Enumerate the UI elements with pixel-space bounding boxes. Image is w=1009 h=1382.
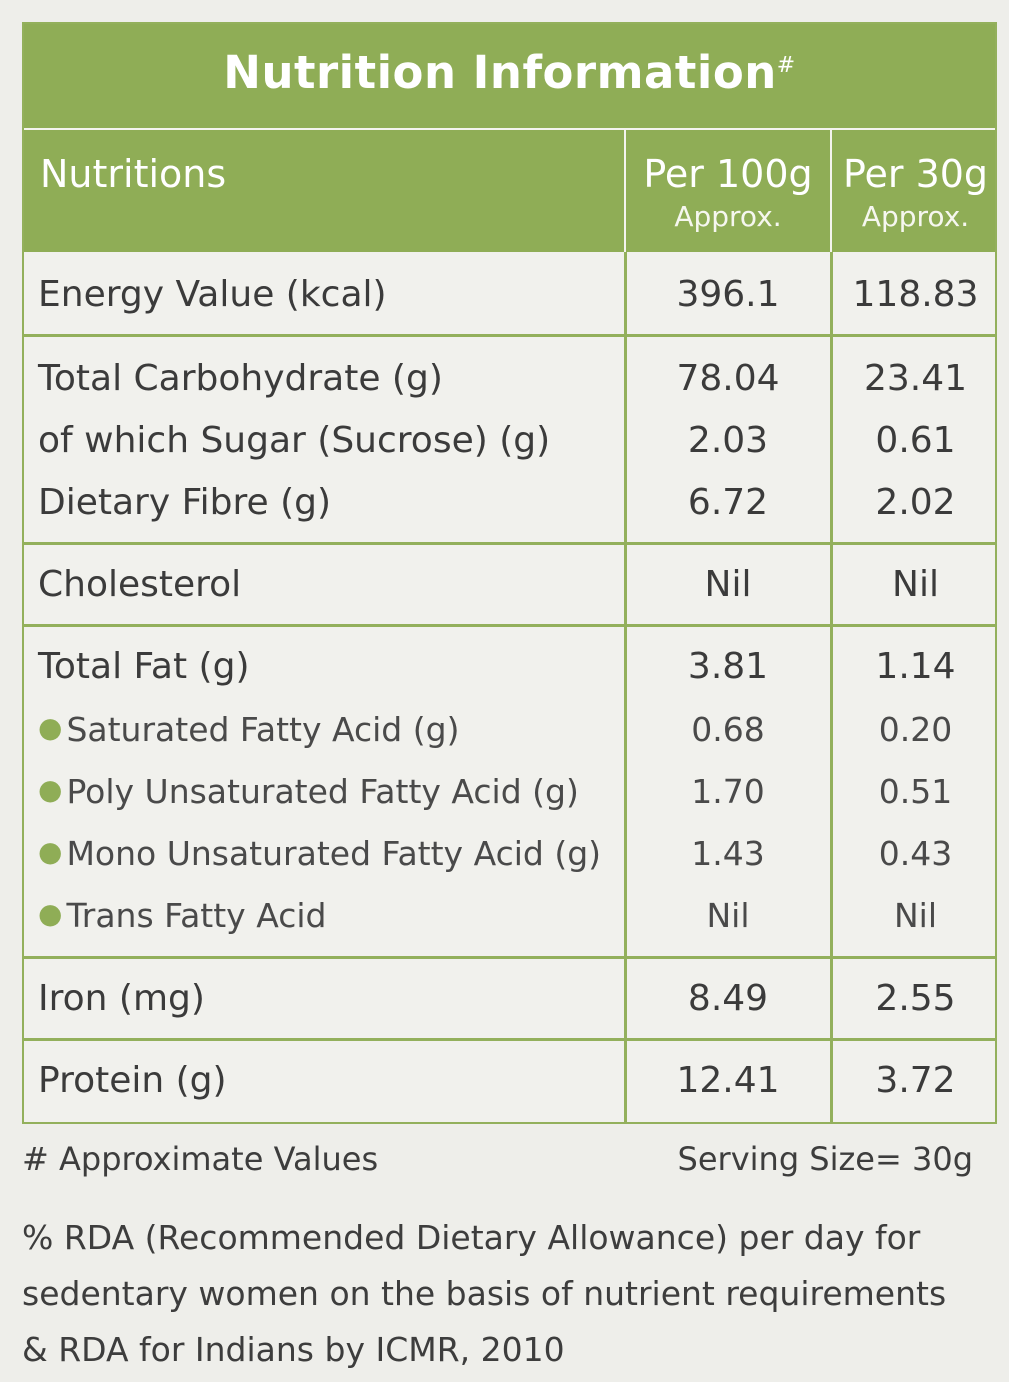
value-trans-fat-per-100g: Nil	[706, 896, 750, 935]
value-mono-unsaturated-per-100g: 1.43	[691, 834, 765, 873]
value-protein-per-30g: 3.72	[875, 1060, 956, 1101]
row-label-energy: Energy Value (kcal)	[38, 274, 387, 315]
bullet-icon: ●	[38, 773, 63, 806]
row-divider	[24, 334, 995, 337]
column-header-row: Nutritions Per 100g Approx. Per 30g Appr…	[24, 130, 995, 252]
column-divider	[830, 252, 833, 1122]
row-label-protein: Protein (g)	[38, 1060, 227, 1101]
value-saturated-per-30g: 0.20	[878, 710, 953, 749]
row-label-total-fat: Total Fat (g)	[38, 646, 250, 687]
serving-size: Serving Size= 30g	[677, 1140, 973, 1178]
title-mark: #	[776, 53, 796, 78]
bullet-icon: ●	[38, 897, 63, 930]
value-carbohydrate-per-30g: 23.41	[863, 358, 968, 399]
value-energy-per-30g: 118.83	[852, 274, 979, 315]
value-cholesterol-per-30g: Nil	[892, 564, 939, 605]
column-divider	[830, 130, 832, 252]
row-label-fibre: Dietary Fibre (g)	[38, 482, 332, 523]
value-protein-per-100g: 12.41	[676, 1060, 780, 1101]
value-iron-per-100g: 8.49	[687, 978, 769, 1019]
value-sugar-per-100g: 2.03	[687, 420, 769, 461]
row-label-cholesterol: Cholesterol	[38, 564, 242, 605]
value-trans-fat-per-30g: Nil	[893, 896, 938, 935]
rda-note: % RDA (Recommended Dietary Allowance) pe…	[22, 1218, 947, 1369]
bullet-icon: ●	[38, 711, 63, 744]
column-header-per-100g: Per 100g	[643, 152, 813, 196]
value-cholesterol-per-100g: Nil	[704, 564, 752, 605]
column-header-per-30g: Per 30g	[842, 152, 989, 196]
value-energy-per-100g: 396.1	[676, 274, 780, 315]
table-title: Nutrition Information#	[223, 46, 796, 99]
value-mono-unsaturated-per-30g: 0.43	[878, 834, 953, 873]
value-total-fat-per-100g: 3.81	[687, 646, 769, 687]
value-sugar-per-30g: 0.61	[875, 420, 956, 461]
bullet-icon: ●	[38, 835, 63, 868]
row-label-trans-fat: ● Trans Fatty Acid	[38, 896, 327, 935]
row-label-saturated: ● Saturated Fatty Acid (g)	[38, 710, 460, 749]
table-header: Nutrition Information#	[24, 24, 995, 130]
column-divider	[624, 130, 626, 252]
column-subheader-per-30g: Approx.	[861, 200, 970, 233]
value-poly-unsaturated-per-100g: 1.70	[691, 772, 765, 811]
value-saturated-per-100g: 0.68	[691, 710, 765, 749]
value-poly-unsaturated-per-30g: 0.51	[878, 772, 953, 811]
value-fibre-per-100g: 6.72	[687, 482, 769, 523]
column-divider	[624, 252, 627, 1122]
value-carbohydrate-per-100g: 78.04	[676, 358, 780, 399]
row-label-sugar: of which Sugar (Sucrose) (g)	[38, 420, 551, 461]
nutrition-table: Nutrition Information# Nutritions Per 10…	[22, 22, 997, 1124]
value-fibre-per-30g: 2.02	[875, 482, 956, 523]
row-label-poly-unsaturated: ● Poly Unsaturated Fatty Acid (g)	[38, 772, 579, 811]
value-total-fat-per-30g: 1.14	[875, 646, 956, 687]
row-divider	[24, 956, 995, 959]
value-iron-per-30g: 2.55	[875, 978, 956, 1019]
row-label-mono-unsaturated: ● Mono Unsaturated Fatty Acid (g)	[38, 834, 602, 873]
approximate-values-note: # Approximate Values	[22, 1140, 379, 1178]
column-subheader-per-100g: Approx.	[674, 200, 782, 233]
row-label-iron: Iron (mg)	[38, 978, 205, 1019]
row-label-carbohydrate: Total Carbohydrate (g)	[38, 358, 443, 399]
row-divider	[24, 1038, 995, 1041]
row-divider	[24, 542, 995, 545]
row-divider	[24, 624, 995, 627]
column-header-nutritions: Nutritions	[40, 152, 227, 196]
